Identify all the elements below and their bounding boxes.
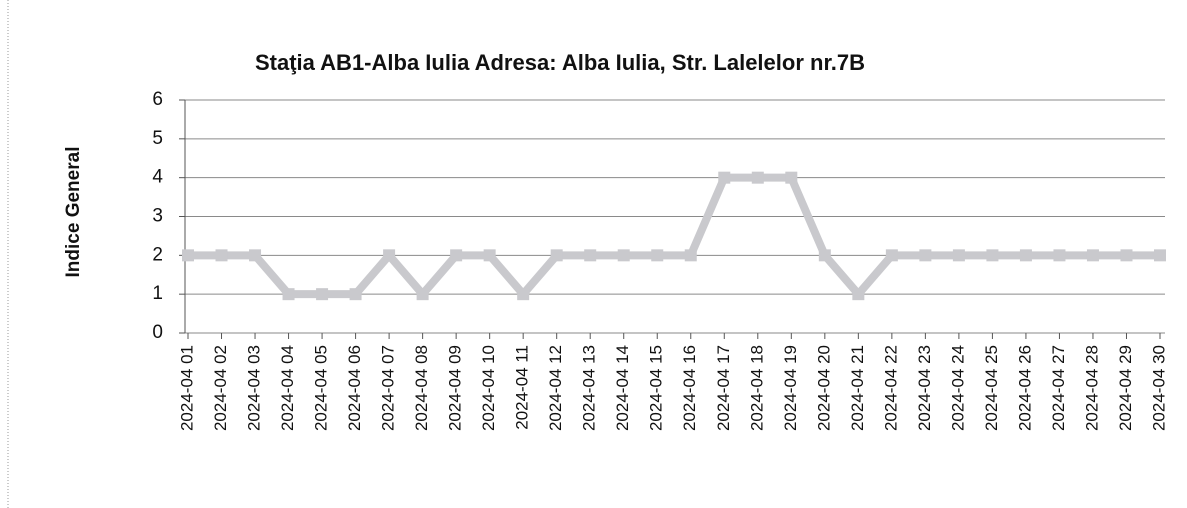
point-marker bbox=[349, 288, 362, 301]
x-tick-label: 2024-04 02 bbox=[211, 345, 230, 431]
point-marker bbox=[751, 171, 764, 184]
point-marker bbox=[550, 249, 563, 262]
point-marker bbox=[885, 249, 898, 262]
point-marker bbox=[249, 249, 262, 262]
x-tick-label: 2024-04 14 bbox=[613, 345, 632, 431]
point-marker bbox=[818, 249, 831, 262]
point-marker bbox=[718, 171, 731, 184]
point-marker bbox=[483, 249, 496, 262]
x-tick-label: 2024-04 05 bbox=[312, 345, 331, 431]
x-tick-label: 2024-04 29 bbox=[1116, 345, 1135, 431]
x-tick-label: 2024-04 04 bbox=[278, 345, 297, 431]
point-marker bbox=[651, 249, 664, 262]
y-tick-label: 0 bbox=[152, 322, 163, 343]
y-tick-label: 6 bbox=[152, 89, 163, 110]
y-axis-label: Indice General bbox=[63, 147, 84, 278]
y-tick-label: 5 bbox=[152, 128, 163, 149]
point-marker bbox=[1019, 249, 1032, 262]
series-line bbox=[188, 173, 1160, 299]
point-marker bbox=[684, 249, 697, 262]
x-tick-label: 2024-04 03 bbox=[245, 345, 264, 431]
y-tick-label: 3 bbox=[152, 206, 163, 227]
point-marker bbox=[1086, 249, 1099, 262]
x-tick-label: 2024-04 25 bbox=[982, 345, 1001, 431]
x-tick-label: 2024-04 01 bbox=[177, 345, 196, 431]
point-marker bbox=[617, 249, 630, 262]
point-marker bbox=[1053, 249, 1066, 262]
point-marker bbox=[584, 249, 597, 262]
point-marker bbox=[1154, 249, 1166, 262]
point-marker bbox=[416, 288, 429, 301]
point-marker bbox=[1120, 249, 1133, 262]
x-tick-label: 2024-04 24 bbox=[948, 345, 967, 431]
point-marker bbox=[986, 249, 999, 262]
point-marker bbox=[383, 249, 396, 262]
point-marker bbox=[450, 249, 463, 262]
x-tick-label: 2024-04 17 bbox=[714, 345, 733, 431]
x-tick-label: 2024-04 21 bbox=[848, 345, 867, 431]
x-tick-label: 2024-04 15 bbox=[647, 345, 666, 431]
point-marker bbox=[316, 288, 329, 301]
x-tick-label: 2024-04 18 bbox=[747, 345, 766, 431]
y-tick-label: 1 bbox=[152, 283, 163, 304]
x-tick-label: 2024-04 20 bbox=[814, 345, 833, 431]
x-tick-label: 2024-04 06 bbox=[345, 345, 364, 431]
x-tick-label: 2024-04 28 bbox=[1082, 345, 1101, 431]
chart-title: Staţia AB1-Alba Iulia Adresa: Alba Iulia… bbox=[255, 50, 865, 75]
x-tick-label: 2024-04 13 bbox=[580, 345, 599, 431]
x-tick-label: 2024-04 27 bbox=[1049, 345, 1068, 431]
x-tick-label: 2024-04 26 bbox=[1015, 345, 1034, 431]
point-marker bbox=[517, 288, 530, 301]
x-tick-label: 2024-04 07 bbox=[379, 345, 398, 431]
y-tick-label: 4 bbox=[152, 167, 163, 188]
point-marker bbox=[215, 249, 228, 262]
x-tick-label: 2024-04 12 bbox=[546, 345, 565, 431]
point-marker bbox=[182, 249, 194, 262]
x-tick-label: 2024-04 09 bbox=[446, 345, 465, 431]
point-marker bbox=[785, 171, 798, 184]
y-tick-label: 2 bbox=[152, 244, 163, 265]
point-marker bbox=[952, 249, 965, 262]
x-tick-label: 2024-04 30 bbox=[1149, 345, 1168, 431]
x-tick-label: 2024-04 08 bbox=[412, 345, 431, 431]
point-marker bbox=[282, 288, 295, 301]
x-tick-label: 2024-04 22 bbox=[881, 345, 900, 431]
point-marker bbox=[852, 288, 865, 301]
point-marker bbox=[919, 249, 932, 262]
x-tick-label: 2024-04 11 bbox=[513, 345, 532, 430]
x-tick-label: 2024-04 19 bbox=[781, 345, 800, 431]
x-tick-label: 2024-04 10 bbox=[479, 345, 498, 431]
x-tick-label: 2024-04 16 bbox=[680, 345, 699, 431]
x-tick-label: 2024-04 23 bbox=[915, 345, 934, 431]
